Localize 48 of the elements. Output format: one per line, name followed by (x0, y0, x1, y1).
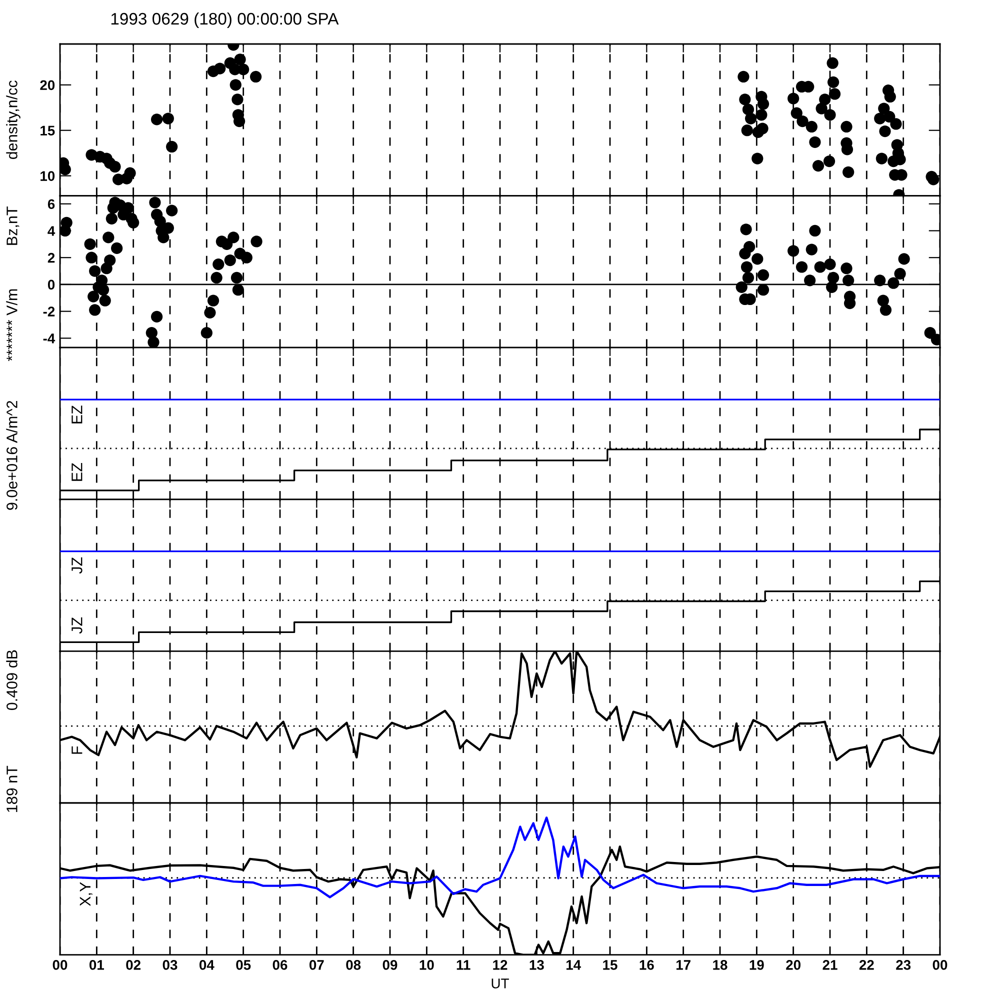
x-tick-label: 23 (896, 960, 911, 970)
x-tick-label: 22 (859, 960, 874, 970)
x-tick-label: 09 (382, 960, 398, 970)
x-tick-label: 20 (786, 960, 800, 970)
chart-title: 1993 0629 (180) 00:00:00 SPA (111, 12, 339, 28)
x-tick-label: 12 (493, 960, 508, 970)
x-tick-label: 21 (822, 960, 838, 970)
x-tick-label: 19 (750, 960, 764, 970)
y-axis-title: 0.409 dB (6, 650, 18, 710)
x-tick-label: 11 (456, 960, 470, 970)
y-axis-title: density,n/cc (6, 80, 20, 160)
x-tick-label: 06 (272, 960, 288, 970)
y-tick-label: 10 (40, 171, 55, 181)
x-tick-label: 16 (640, 960, 654, 970)
y-tick-label: 4 (48, 226, 56, 236)
x-tick-label: 15 (603, 960, 618, 970)
x-tick-label: 00 (932, 960, 948, 970)
y-tick-label: 15 (40, 126, 55, 136)
x-tick-label: 03 (162, 960, 178, 970)
y-axis-title: 189 nT (6, 766, 18, 812)
text: F (72, 746, 82, 754)
y-tick-label: 2 (48, 252, 55, 263)
x-tick-label: 00 (52, 960, 68, 970)
x-tick-label: 13 (530, 960, 544, 970)
text: JZ (72, 617, 82, 634)
x-tick-label: 04 (199, 960, 214, 970)
y-axis-title: ******* V/m (6, 289, 18, 362)
x-tick-label: 07 (309, 960, 324, 970)
x-tick-label: 14 (566, 960, 581, 970)
x-tick-label: 18 (713, 960, 728, 970)
x-tick-label: 01 (89, 960, 104, 970)
y-axis-title: Bz,nT (6, 206, 20, 245)
text: JZ (72, 557, 82, 574)
text: EZ (72, 406, 82, 424)
x-tick-label: 17 (676, 960, 690, 970)
y-tick-label: 6 (48, 199, 55, 210)
x-tick-label: 02 (126, 960, 140, 970)
x-axis-title: UT (492, 978, 509, 988)
text: EZ (72, 463, 82, 481)
y-tick-label: 0 (48, 280, 55, 290)
x-tick-label: 08 (346, 960, 361, 970)
y-axis-title: 9.0e+016 A/m^2 (6, 400, 18, 510)
y-tick-label: -4 (43, 334, 56, 344)
y-tick-label: -2 (43, 306, 55, 316)
y-tick-label: 20 (40, 80, 55, 90)
annotation: X,Y (80, 882, 92, 906)
x-tick-label: 10 (420, 960, 434, 970)
x-tick-label: 05 (236, 960, 251, 970)
